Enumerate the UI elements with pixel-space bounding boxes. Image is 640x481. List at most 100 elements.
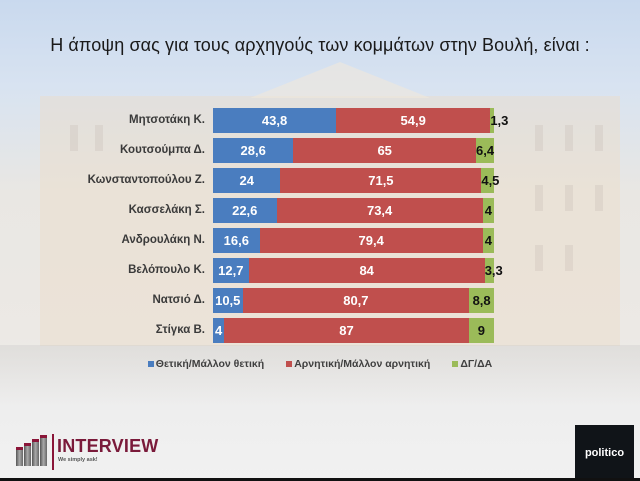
stacked-bar: 4 87 9 — [213, 318, 494, 343]
bar-segment-positive: 12,7 — [213, 258, 249, 283]
stacked-bar: 10,5 80,7 8,8 — [213, 288, 494, 313]
stacked-bar: 12,7 84 3,3 — [213, 258, 503, 283]
politico-logo: politico — [575, 425, 634, 481]
chart-row: Κασσελάκη Σ. 22,6 73,4 4 — [0, 198, 640, 223]
bar-segment-positive: 28,6 — [213, 138, 294, 163]
bottom-edge — [0, 478, 640, 481]
chart-row: Κωνσταντοπούλου Ζ. 24 71,5 4,5 — [0, 168, 640, 193]
segment-value-label: 79,4 — [358, 233, 384, 248]
legend-swatch-icon — [147, 361, 154, 367]
bar-segment-dont-know: 4 — [482, 228, 494, 253]
bar-segment-negative: 84 — [248, 258, 485, 283]
segment-value-label: 65 — [377, 143, 392, 158]
segment-value-label: 71,5 — [368, 173, 394, 188]
stacked-bar: 16,6 79,4 4 — [213, 228, 494, 253]
background-window — [595, 185, 603, 211]
chart-legend: Θετική/Μάλλον θετική Αρνητική/Μάλλον αρν… — [0, 356, 640, 372]
bar-segment-dont-know: 6,4 — [476, 138, 494, 163]
bar-chart-logo-icon — [14, 432, 54, 472]
chart-row: Μητσοτάκη Κ. 43,8 54,9 1,3 — [0, 108, 640, 133]
row-label: Νατσιό Δ. — [152, 294, 205, 306]
segment-value-label: 4 — [484, 233, 492, 248]
segment-value-label: 73,4 — [366, 203, 393, 218]
row-label: Κωνσταντοπούλου Ζ. — [87, 174, 205, 186]
row-label: Κασσελάκη Σ. — [128, 204, 205, 216]
background-ground — [0, 345, 640, 405]
interview-logo: INTERVIEW We simply ask! — [14, 432, 174, 472]
segment-value-label: 54,9 — [400, 113, 426, 128]
stacked-bar: 28,6 65 6,4 — [213, 138, 494, 163]
legend-swatch-icon — [452, 361, 459, 367]
bar-segment-dont-know: 9 — [468, 318, 494, 343]
chart-title: Η άποψη σας για τους αρχηγούς των κομμάτ… — [50, 35, 590, 55]
segment-value-label: 16,6 — [223, 233, 249, 248]
segment-value-label: 8,8 — [472, 293, 491, 308]
stacked-bar: 22,6 73,4 4 — [213, 198, 494, 223]
bar-segment-negative: 80,7 — [242, 288, 470, 313]
bar-segment-positive: 16,6 — [213, 228, 260, 253]
segment-value-label: 6,4 — [476, 143, 495, 158]
legend-swatch-icon — [286, 361, 293, 367]
segment-value-label: 22,6 — [232, 203, 258, 218]
row-label: Βελόπουλο Κ. — [128, 264, 205, 276]
bar-segment-positive: 4 — [213, 318, 225, 343]
segment-value-label: 80,7 — [343, 293, 369, 308]
segment-value-label: 4 — [484, 203, 492, 218]
background-pediment — [250, 62, 430, 98]
legend-item-positive: Θετική/Μάλλον θετική — [147, 356, 265, 372]
segment-value-label: 28,6 — [240, 143, 266, 158]
stacked-bar: 24 71,5 4,5 — [213, 168, 499, 193]
bar-segment-dont-know: 1,3 — [490, 108, 508, 133]
politico-logo-text: politico — [584, 447, 625, 459]
bar-segment-positive: 22,6 — [213, 198, 277, 223]
segment-value-label: 84 — [359, 263, 374, 278]
bar-segment-negative: 79,4 — [259, 228, 483, 253]
legend-label: Αρνητική/Μάλλον αρνητική — [294, 358, 431, 370]
segment-value-label: 10,5 — [215, 293, 241, 308]
row-label: Μητσοτάκη Κ. — [128, 114, 205, 126]
background-window — [565, 185, 573, 211]
background-window — [565, 125, 573, 151]
legend-label: ΔΓ/ΔΑ — [460, 358, 493, 370]
segment-value-label: 12,7 — [218, 263, 244, 278]
legend-label: Θετική/Μάλλον θετική — [155, 358, 265, 370]
row-label: Κουτσούμπα Δ. — [120, 144, 205, 156]
chart-row: Κουτσούμπα Δ. 28,6 65 6,4 — [0, 138, 640, 163]
legend-item-dont-know: ΔΓ/ΔΑ — [452, 356, 492, 372]
background-window — [70, 125, 78, 151]
bar-segment-negative: 87 — [224, 318, 469, 343]
bar-segment-positive: 24 — [213, 168, 281, 193]
chart-row: Ανδρουλάκη Ν. 16,6 79,4 4 — [0, 228, 640, 253]
bar-segment-dont-know: 3,3 — [484, 258, 503, 283]
segment-value-label: 3,3 — [484, 263, 503, 278]
segment-value-label: 4,5 — [481, 173, 500, 188]
chart-row: Βελόπουλο Κ. 12,7 84 3,3 — [0, 258, 640, 283]
logo-divider — [52, 434, 54, 470]
legend-item-negative: Αρνητική/Μάλλον αρνητική — [286, 356, 430, 372]
background-window — [535, 245, 543, 271]
row-label: Στίγκα Β. — [155, 324, 205, 336]
bar-segment-negative: 71,5 — [280, 168, 482, 193]
segment-value-label: 87 — [339, 323, 354, 338]
bar-segment-dont-know: 4 — [482, 198, 494, 223]
bar-segment-positive: 43,8 — [213, 108, 337, 133]
stacked-bar: 43,8 54,9 1,3 — [213, 108, 508, 133]
bar-segment-dont-know: 8,8 — [469, 288, 494, 313]
segment-value-label: 9 — [477, 323, 485, 338]
segment-value-label: 24 — [239, 173, 254, 188]
bar-segment-dont-know: 4,5 — [481, 168, 499, 193]
interview-logo-tagline: We simply ask! — [58, 457, 98, 463]
bar-segment-positive: 10,5 — [213, 288, 243, 313]
segment-value-label: 43,8 — [261, 113, 288, 128]
background-window — [565, 245, 573, 271]
background-window — [595, 125, 603, 151]
background-window — [535, 125, 543, 151]
background-window — [535, 185, 543, 211]
segment-value-label: 4 — [215, 323, 223, 338]
interview-logo-name: INTERVIEW — [57, 436, 159, 456]
bar-segment-negative: 73,4 — [276, 198, 483, 223]
bar-segment-negative: 54,9 — [336, 108, 491, 133]
background-window — [95, 125, 103, 151]
chart-row: Νατσιό Δ. 10,5 80,7 8,8 — [0, 288, 640, 313]
segment-value-label: 1,3 — [490, 113, 509, 128]
